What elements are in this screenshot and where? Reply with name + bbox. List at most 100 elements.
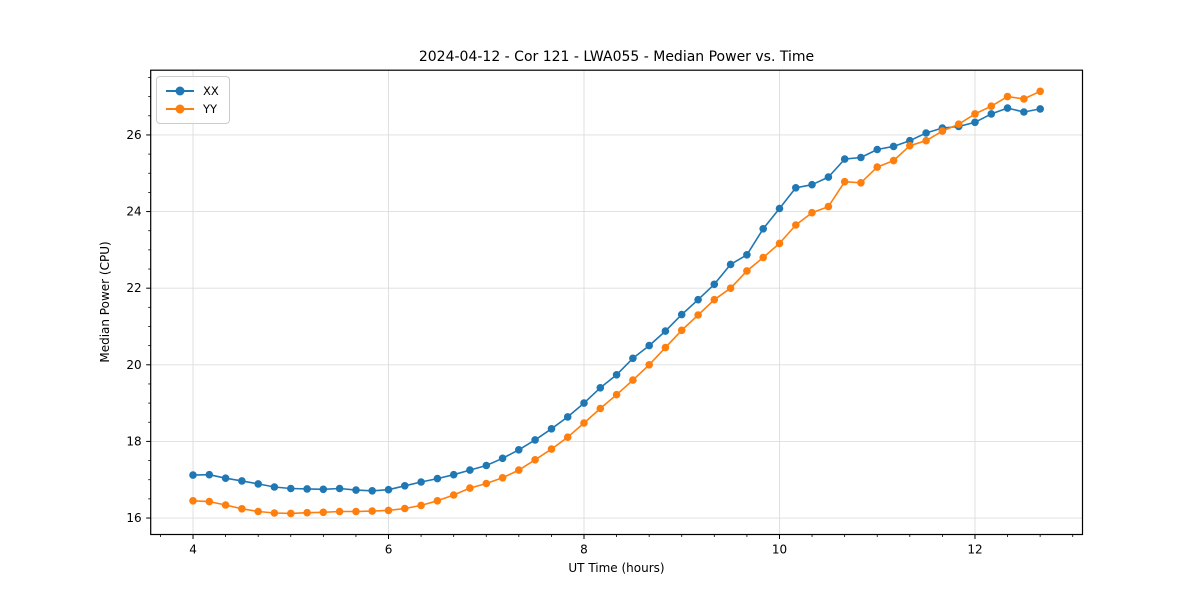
y-tick-label: 20: [126, 358, 141, 372]
legend-item-yy: YY: [166, 100, 219, 118]
data-point-xx: [531, 436, 539, 444]
data-point-yy: [303, 508, 311, 517]
data-point-yy: [466, 484, 474, 492]
legend-item-xx: XX: [166, 82, 219, 100]
data-point-xx: [792, 184, 800, 192]
data-point-yy: [792, 221, 800, 229]
data-point-xx: [824, 173, 833, 181]
axes-spines: [150, 69, 1084, 536]
data-point-xx: [319, 485, 328, 494]
data-point-yy: [189, 497, 197, 505]
data-point-yy: [417, 501, 425, 510]
data-point-yy: [775, 239, 784, 248]
data-point-xx: [677, 310, 686, 319]
data-point-yy: [482, 479, 491, 488]
data-point-yy: [840, 177, 849, 186]
data-point-yy: [287, 509, 295, 518]
data-point-yy: [547, 445, 556, 453]
data-point-yy: [971, 110, 979, 118]
data-point-xx: [726, 260, 735, 269]
data-point-yy: [824, 202, 833, 211]
y-tick-label: 22: [126, 281, 141, 295]
data-point-xx: [189, 471, 197, 479]
data-point-yy: [352, 507, 360, 516]
chart-title: 2024-04-12 - Cor 121 - LWA055 - Median P…: [418, 49, 815, 65]
data-point-xx: [368, 487, 377, 495]
data-point-yy: [449, 491, 458, 499]
data-point-yy: [563, 433, 572, 442]
data-point-xx: [694, 295, 702, 304]
data-point-xx: [857, 153, 865, 162]
legend-line-marker-yy: [166, 104, 194, 114]
data-point-xx: [1003, 104, 1012, 112]
data-point-xx: [205, 470, 214, 479]
x-tick-label: 12: [967, 543, 982, 557]
data-point-yy: [205, 497, 214, 506]
x-tick-label: 10: [772, 543, 787, 557]
data-point-yy: [612, 390, 621, 399]
data-point-yy: [906, 141, 914, 150]
data-point-yy: [515, 466, 523, 474]
data-point-xx: [303, 485, 311, 493]
data-point-xx: [775, 204, 784, 213]
data-point-yy: [954, 120, 963, 128]
x-tick-label: 8: [580, 543, 588, 557]
y-tick-label: 16: [126, 511, 141, 525]
y-tick-label: 24: [126, 205, 141, 219]
data-point-yy: [1020, 95, 1028, 103]
data-point-yy: [661, 343, 670, 352]
data-point-xx: [433, 474, 442, 483]
data-point-xx: [352, 486, 360, 494]
x-axis-label: UT Time (hours): [568, 561, 665, 575]
data-point-xx: [449, 470, 458, 479]
data-point-xx: [889, 142, 898, 151]
data-point-yy: [254, 507, 262, 516]
data-point-yy: [238, 505, 246, 513]
data-point-yy: [531, 456, 539, 464]
data-point-yy: [694, 311, 702, 319]
data-point-yy: [808, 208, 816, 217]
data-point-xx: [466, 466, 474, 474]
data-point-yy: [1036, 87, 1044, 96]
data-point-xx: [743, 251, 751, 259]
data-point-yy: [401, 504, 409, 513]
data-point-yy: [889, 156, 898, 165]
data-point-xx: [580, 399, 588, 407]
data-point-xx: [563, 413, 572, 421]
data-point-xx: [759, 225, 767, 233]
data-point-yy: [873, 163, 881, 171]
data-point-xx: [987, 110, 996, 118]
data-point-xx: [873, 145, 881, 154]
x-tick-label: 6: [385, 543, 393, 557]
data-point-yy: [726, 284, 735, 293]
data-point-xx: [922, 129, 930, 137]
data-point-yy: [596, 404, 605, 413]
data-point-xx: [401, 482, 409, 490]
data-point-xx: [710, 280, 719, 289]
data-point-yy: [938, 127, 947, 135]
data-point-yy: [922, 136, 930, 145]
y-tick-label: 18: [126, 434, 141, 448]
data-point-xx: [1020, 108, 1028, 116]
legend-label-yy: YY: [203, 102, 218, 116]
data-point-xx: [238, 477, 246, 485]
data-point-xx: [498, 454, 507, 463]
data-point-yy: [368, 507, 377, 515]
data-point-yy: [743, 267, 751, 275]
data-point-xx: [645, 341, 653, 350]
data-point-yy: [433, 497, 442, 505]
data-point-yy: [384, 506, 393, 515]
data-point-xx: [808, 180, 816, 189]
data-point-yy: [270, 509, 279, 517]
data-point-yy: [857, 179, 865, 187]
legend: XX YY: [156, 76, 230, 124]
data-point-xx: [384, 485, 393, 494]
data-point-xx: [515, 446, 523, 454]
data-point-yy: [987, 102, 996, 110]
data-point-yy: [1003, 92, 1012, 101]
legend-line-marker-xx: [166, 86, 194, 96]
y-tick-label: 26: [126, 128, 141, 142]
data-point-yy: [645, 361, 653, 369]
